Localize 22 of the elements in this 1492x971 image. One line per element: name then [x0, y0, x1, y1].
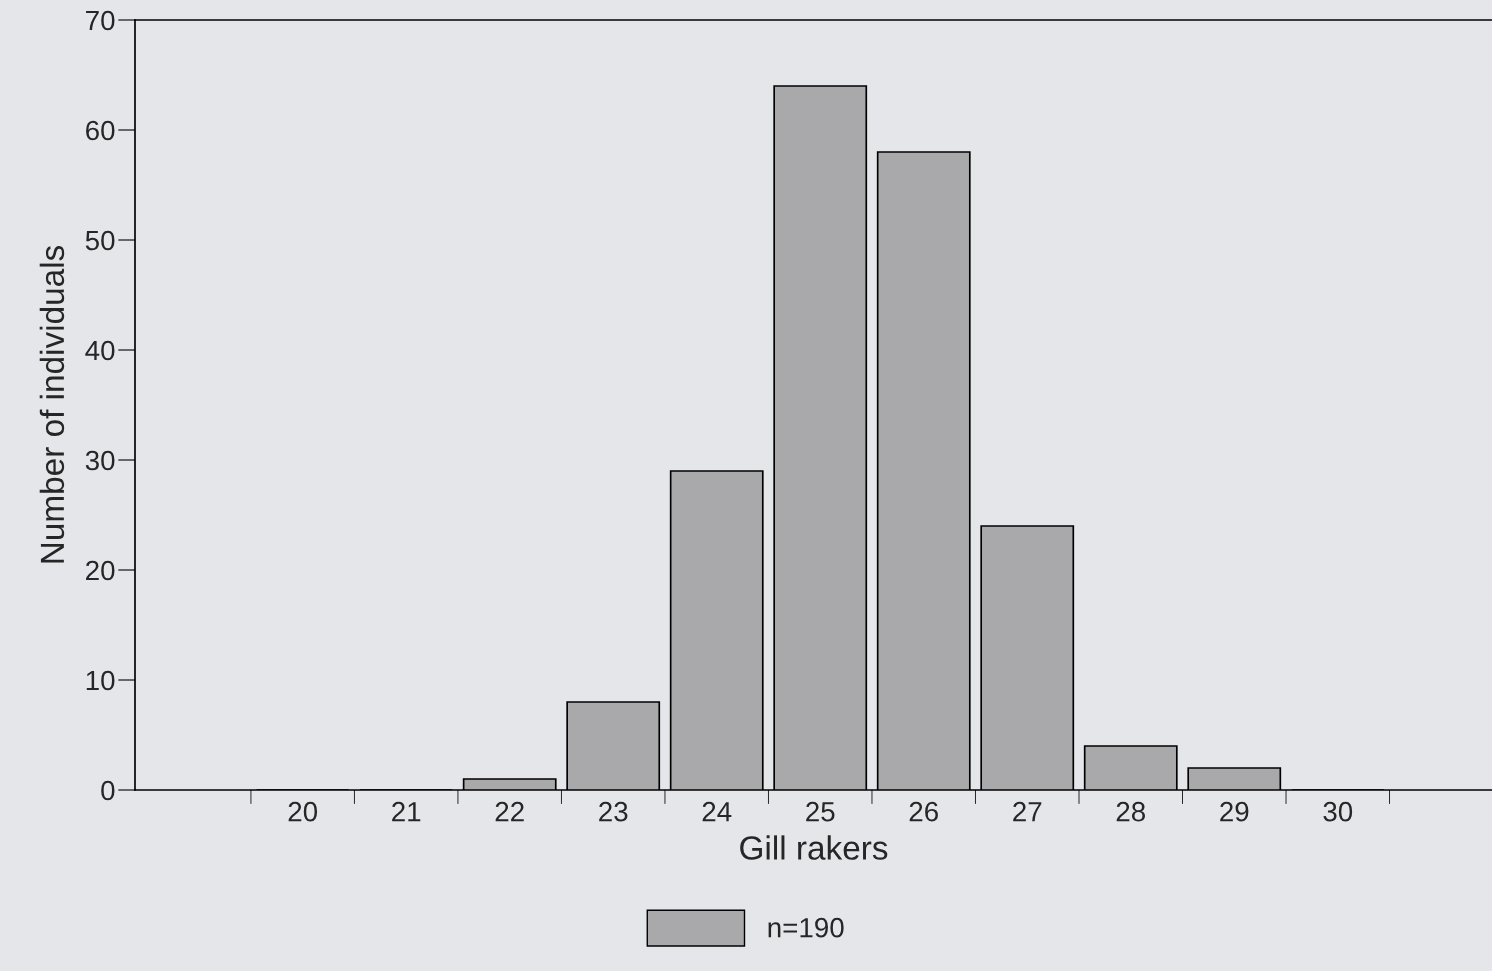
y-tick-label: 0 [101, 780, 115, 801]
x-axis-title: Gill rakers [740, 835, 888, 860]
y-tick-label: 20 [86, 560, 115, 581]
legend-label: n=190 [768, 917, 844, 938]
y-tick-label: 40 [85, 340, 115, 361]
y-tick-label: 60 [86, 120, 115, 141]
y-tick-label: 10 [86, 670, 115, 691]
y-tick-label: 30 [85, 450, 115, 471]
x-tick-label: 22 [495, 801, 524, 822]
y-tick-label: 50 [85, 230, 115, 251]
x-tick-label: 29 [1220, 801, 1249, 822]
x-tick-label: 21 [392, 801, 421, 822]
x-tick-label: 28 [1116, 801, 1145, 822]
x-tick-label: 27 [1013, 801, 1042, 822]
x-tick-label: 20 [288, 801, 318, 822]
y-axis-title: Number of individuals [39, 245, 65, 563]
x-tick-label: 30 [1323, 801, 1353, 822]
x-tick-label: 26 [909, 801, 938, 822]
x-tick-label: 23 [599, 801, 628, 822]
y-tick-label: 70 [86, 10, 115, 31]
x-tick-label: 25 [806, 801, 835, 822]
x-tick-label: 24 [702, 801, 732, 822]
